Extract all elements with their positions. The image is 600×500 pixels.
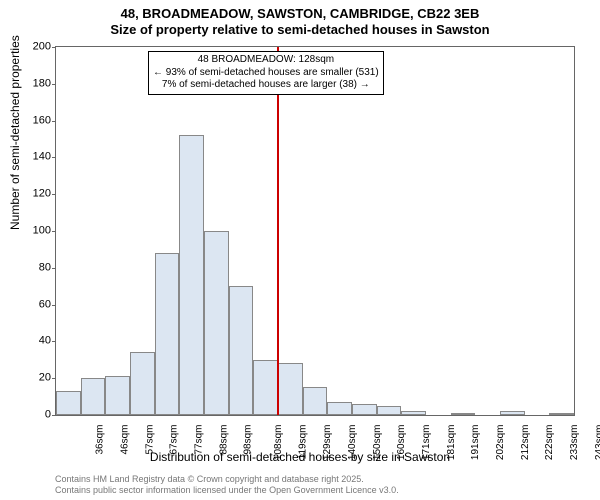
plot-area: 02040608010012014016018020036sqm46sqm57s…	[55, 46, 575, 416]
y-tick-mark	[52, 378, 56, 379]
annotation-line1: 48 BROADMEADOW: 128sqm	[153, 54, 379, 67]
y-tick-mark	[52, 268, 56, 269]
chart-container: 48, BROADMEADOW, SAWSTON, CAMBRIDGE, CB2…	[0, 0, 600, 500]
y-tick-mark	[52, 157, 56, 158]
y-tick-mark	[52, 231, 56, 232]
property-marker-line	[277, 47, 279, 415]
x-axis-label: Distribution of semi-detached houses by …	[0, 450, 600, 464]
annotation-line3: 7% of semi-detached houses are larger (3…	[153, 79, 379, 92]
y-tick-mark	[52, 305, 56, 306]
histogram-bar	[500, 411, 525, 415]
footer-line2: Contains public sector information licen…	[55, 485, 399, 496]
histogram-bar	[327, 402, 352, 415]
histogram-bar	[130, 352, 155, 415]
histogram-bar	[105, 376, 130, 415]
histogram-bar	[204, 231, 229, 415]
chart-title-block: 48, BROADMEADOW, SAWSTON, CAMBRIDGE, CB2…	[0, 0, 600, 39]
chart-footer: Contains HM Land Registry data © Crown c…	[55, 474, 399, 496]
histogram-bar	[179, 135, 204, 415]
histogram-bar	[377, 406, 402, 415]
footer-line1: Contains HM Land Registry data © Crown c…	[55, 474, 399, 485]
y-tick-mark	[52, 47, 56, 48]
histogram-bar	[229, 286, 254, 415]
y-axis-label: Number of semi-detached properties	[8, 35, 22, 230]
annotation-box: 48 BROADMEADOW: 128sqm← 93% of semi-deta…	[148, 51, 384, 95]
histogram-bar	[549, 413, 574, 415]
histogram-bar	[278, 363, 303, 415]
histogram-bar	[155, 253, 180, 415]
chart-title-line2: Size of property relative to semi-detach…	[0, 22, 600, 38]
histogram-bar	[253, 360, 278, 415]
histogram-bar	[56, 391, 81, 415]
y-tick-mark	[52, 194, 56, 195]
y-tick-mark	[52, 341, 56, 342]
histogram-bar	[303, 387, 328, 415]
histogram-bar	[401, 411, 426, 415]
annotation-line2: ← 93% of semi-detached houses are smalle…	[153, 67, 379, 80]
chart-title-line1: 48, BROADMEADOW, SAWSTON, CAMBRIDGE, CB2…	[0, 6, 600, 22]
histogram-bar	[352, 404, 377, 415]
histogram-bar	[81, 378, 106, 415]
y-tick-mark	[52, 415, 56, 416]
y-tick-mark	[52, 121, 56, 122]
histogram-bar	[451, 413, 476, 415]
y-tick-mark	[52, 84, 56, 85]
